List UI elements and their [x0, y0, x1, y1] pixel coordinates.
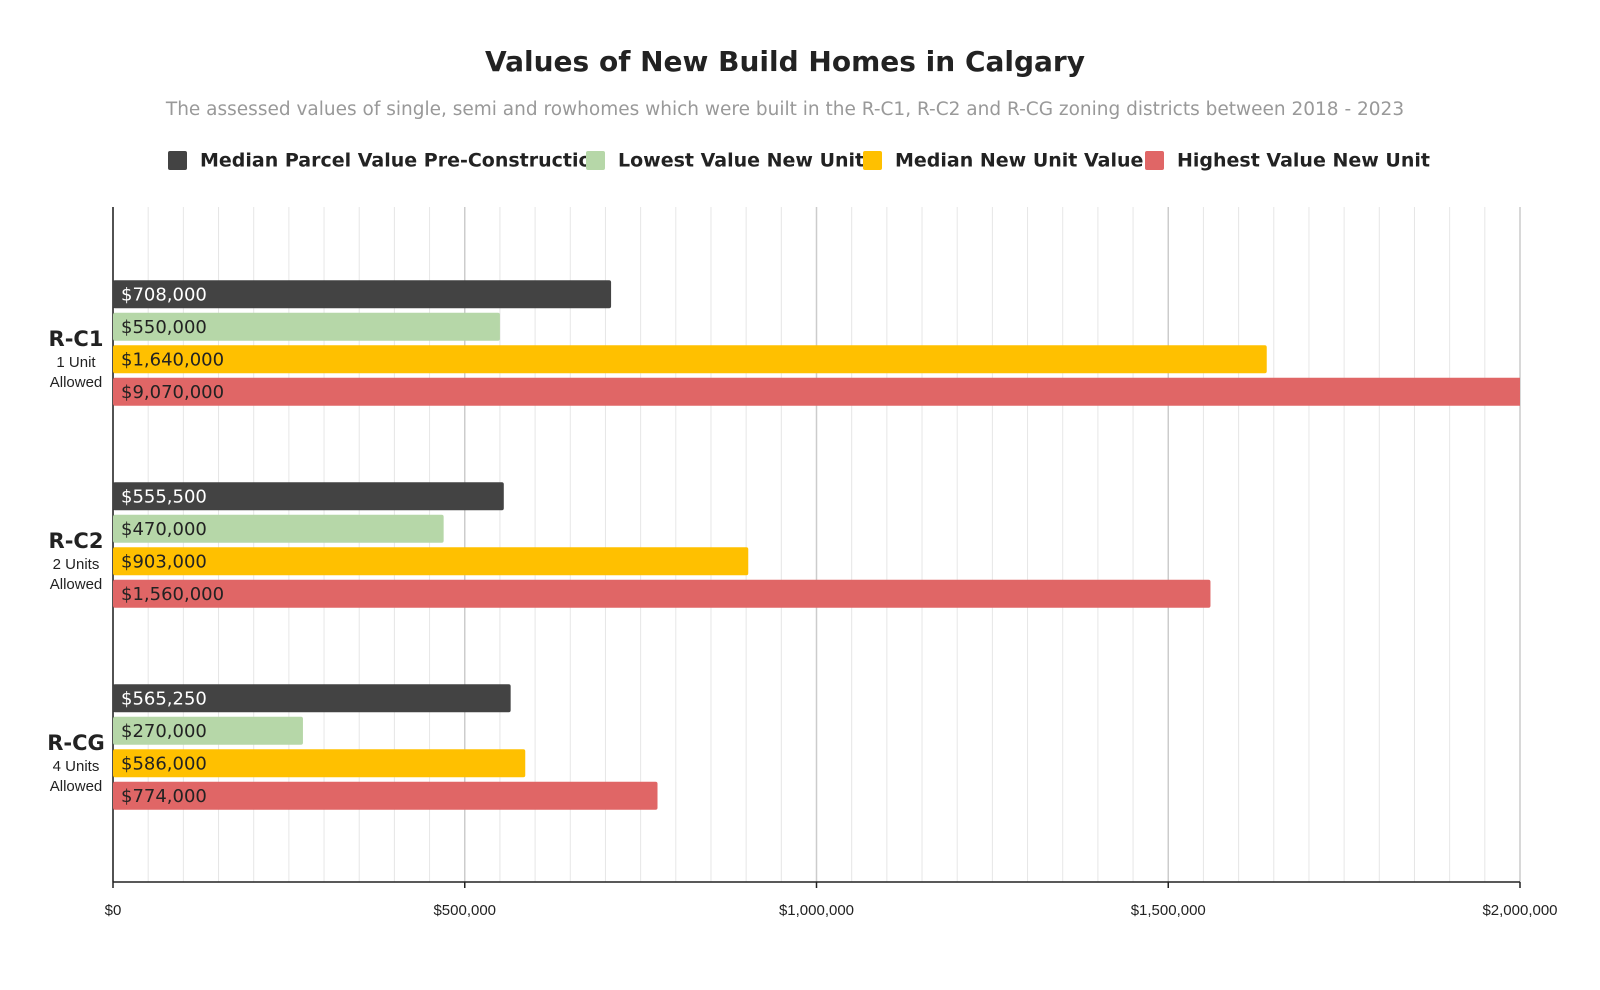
x-tick-label: $500,000	[433, 902, 496, 919]
legend-label: Median Parcel Value Pre-Construction	[200, 150, 605, 172]
category-note: 4 Units	[53, 758, 100, 775]
bar	[113, 312, 500, 341]
legend-swatch	[586, 151, 605, 170]
x-tick-label: $2,000,000	[1482, 902, 1557, 919]
bar-value-label: $555,500	[121, 486, 207, 507]
bar-value-label: $550,000	[121, 317, 207, 338]
legend-swatch	[1145, 151, 1164, 170]
bar-value-label: $565,250	[121, 688, 207, 709]
bars	[113, 280, 1520, 810]
bar	[113, 579, 1211, 608]
bar	[113, 514, 444, 543]
legend-swatch	[168, 151, 187, 170]
category-note: Allowed	[50, 778, 103, 795]
category-label: R-C2	[49, 529, 104, 553]
bar	[113, 749, 526, 778]
x-tick-label: $1,500,000	[1131, 902, 1206, 919]
legend-label: Highest Value New Unit	[1177, 150, 1430, 172]
chart-title: Values of New Build Homes in Calgary	[485, 45, 1085, 78]
bar	[113, 684, 511, 713]
legend-swatch	[863, 151, 882, 170]
bar	[113, 280, 612, 309]
bar	[113, 716, 303, 745]
bar-value-label: $470,000	[121, 519, 207, 540]
category-note: Allowed	[50, 576, 103, 593]
bar-value-label: $270,000	[121, 721, 207, 742]
bar	[113, 781, 658, 810]
bar-value-label: $774,000	[121, 786, 207, 807]
bar-value-label: $903,000	[121, 551, 207, 572]
category-label: R-CG	[47, 731, 105, 755]
bar	[113, 345, 1267, 374]
category-label: R-C1	[49, 327, 104, 351]
chart-subtitle: The assessed values of single, semi and …	[165, 99, 1404, 120]
bar-value-label: $9,070,000	[121, 382, 224, 403]
category-note: Allowed	[50, 374, 103, 391]
bar-value-label: $1,560,000	[121, 584, 224, 605]
bar	[113, 547, 749, 576]
category-note: 1 Unit	[56, 354, 96, 371]
x-tick-label: $0	[105, 902, 122, 919]
bar-value-label: $1,640,000	[121, 349, 224, 370]
legend-label: Median New Unit Value	[895, 150, 1143, 172]
bar-value-label: $708,000	[121, 284, 207, 305]
bar	[113, 377, 1520, 406]
x-tick-label: $1,000,000	[779, 902, 854, 919]
category-note: 2 Units	[53, 556, 100, 573]
bar	[113, 482, 504, 511]
bar-value-label: $586,000	[121, 753, 207, 774]
legend-label: Lowest Value New Unit	[618, 150, 864, 172]
